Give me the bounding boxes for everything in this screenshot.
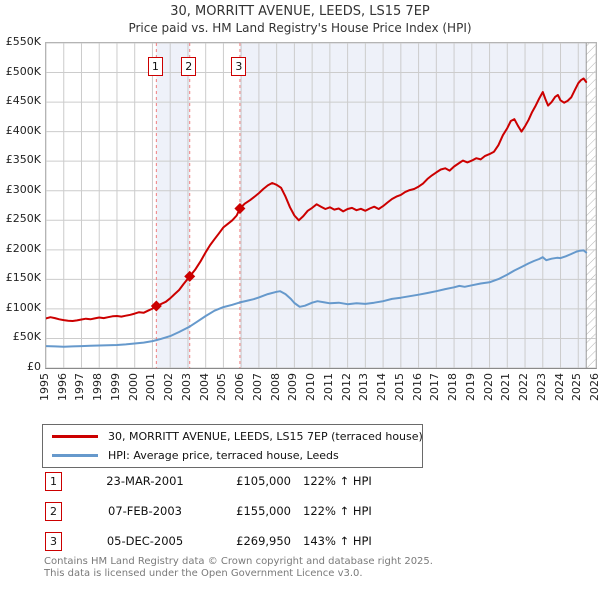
y-tick-label: £200K <box>5 241 41 255</box>
x-tick-label: 2018 <box>446 373 460 401</box>
sale-hpi-delta: 122% ↑ HPI <box>303 504 372 518</box>
sale-date: 05-DEC-2005 <box>106 534 184 548</box>
x-tick-label: 1998 <box>91 373 105 401</box>
x-tick-label: 1995 <box>38 373 51 401</box>
y-tick-label: £50K <box>12 330 41 344</box>
x-tick-label: 2016 <box>410 373 424 401</box>
x-tick-label: 2014 <box>375 373 389 401</box>
x-tick-label: 2023 <box>534 373 548 401</box>
y-tick-label: £550K <box>5 35 41 48</box>
x-tick-label: 2025 <box>570 373 584 401</box>
sale-number-badge: 2 <box>45 502 62 521</box>
y-tick-label: £250K <box>5 212 41 226</box>
footer-line-1: Contains HM Land Registry data © Crown c… <box>44 556 433 567</box>
sale-number-badge: 3 <box>45 532 62 551</box>
page-title: 30, MORRITT AVENUE, LEEDS, LS15 7EP <box>170 4 430 19</box>
x-tick-label: 1997 <box>73 373 87 401</box>
x-tick-label: 2020 <box>481 373 495 401</box>
license-footer: Contains HM Land Registry data © Crown c… <box>44 556 600 579</box>
x-tick-label: 2004 <box>197 373 211 401</box>
x-tick-label: 2005 <box>215 373 229 401</box>
sale-price: £105,000 <box>236 474 291 488</box>
x-tick-label: 2012 <box>339 373 353 401</box>
y-tick-label: £450K <box>5 94 41 108</box>
table-row: 2 07-FEB-2003 £155,000 122% ↑ HPI <box>45 502 565 522</box>
x-tick-label: 2002 <box>162 373 176 401</box>
x-tick-label: 2000 <box>126 373 140 401</box>
footer-line-2: This data is licensed under the Open Gov… <box>44 567 363 579</box>
legend-label: HPI: Average price, terraced house, Leed… <box>108 448 339 462</box>
table-row: 1 23-MAR-2001 £105,000 122% ↑ HPI <box>45 472 565 492</box>
sale-date: 07-FEB-2003 <box>108 504 182 518</box>
property-line-swatch <box>52 434 98 438</box>
legend: 30, MORRITT AVENUE, LEEDS, LS15 7EP (ter… <box>42 424 423 468</box>
x-tick-label: 2006 <box>233 373 247 401</box>
chart-canvas <box>46 43 596 368</box>
y-tick-label: £350K <box>5 153 41 167</box>
x-tick-label: 2008 <box>268 373 282 401</box>
legend-label: 30, MORRITT AVENUE, LEEDS, LS15 7EP (ter… <box>108 429 423 443</box>
x-tick-label: 2015 <box>392 373 406 401</box>
x-tick-label: 2001 <box>144 373 158 401</box>
sale-hpi-delta: 122% ↑ HPI <box>303 474 372 488</box>
sale-hpi-delta: 143% ↑ HPI <box>303 534 372 548</box>
y-tick-label: £100K <box>5 300 41 314</box>
x-tick-label: 1999 <box>108 373 122 401</box>
x-tick-label: 1996 <box>55 373 69 401</box>
y-tick-label: £500K <box>5 64 41 78</box>
y-tick-label: £0 <box>27 360 41 373</box>
y-tick-label: £150K <box>5 271 41 285</box>
x-tick-label: 2013 <box>357 373 371 401</box>
sale-marker-box: 3 <box>231 57 247 76</box>
x-tick-label: 2019 <box>463 373 477 401</box>
x-tick-label: 2026 <box>588 373 600 401</box>
page-subtitle: Price paid vs. HM Land Registry's House … <box>128 21 472 35</box>
sale-price: £269,950 <box>236 534 291 548</box>
sale-date: 23-MAR-2001 <box>106 474 184 488</box>
x-tick-label: 2024 <box>552 373 566 401</box>
x-tick-label: 2009 <box>286 373 300 401</box>
sale-marker-box: 2 <box>181 57 197 76</box>
sale-marker-box: 1 <box>147 57 163 76</box>
legend-item-property: 30, MORRITT AVENUE, LEEDS, LS15 7EP (ter… <box>43 426 423 446</box>
plot-area <box>45 42 597 369</box>
sale-price: £155,000 <box>236 504 291 518</box>
x-tick-label: 2022 <box>517 373 531 401</box>
x-tick-label: 2011 <box>321 373 335 401</box>
x-tick-label: 2003 <box>179 373 193 401</box>
x-tick-label: 2007 <box>250 373 264 401</box>
y-tick-label: £300K <box>5 182 41 196</box>
x-tick-label: 2017 <box>428 373 442 401</box>
x-tick-label: 2010 <box>304 373 318 401</box>
sale-number-badge: 1 <box>45 472 62 491</box>
legend-item-hpi: HPI: Average price, terraced house, Leed… <box>43 445 422 465</box>
hpi-line-swatch <box>52 453 98 457</box>
x-tick-label: 2021 <box>499 373 513 401</box>
y-tick-label: £400K <box>5 123 41 137</box>
table-row: 3 05-DEC-2005 £269,950 143% ↑ HPI <box>45 532 565 552</box>
